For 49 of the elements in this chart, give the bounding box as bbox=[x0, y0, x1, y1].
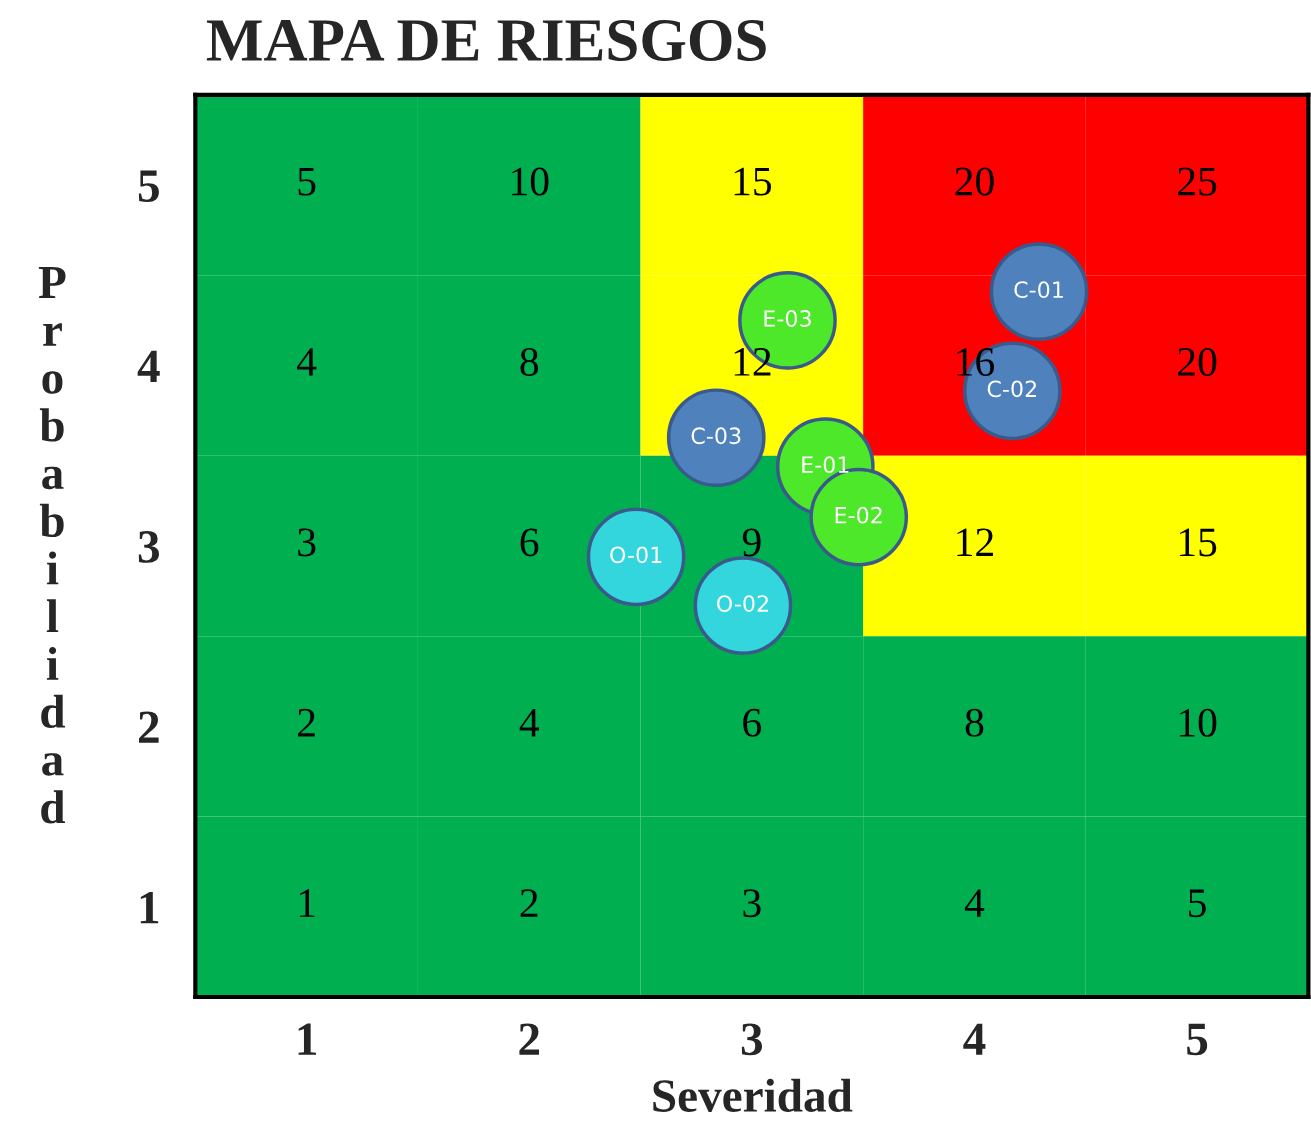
data-label: 9 bbox=[742, 528, 761, 557]
x-tick-label: 4 bbox=[963, 1023, 986, 1055]
series-label: C-03 bbox=[691, 427, 741, 445]
series-label: C-01 bbox=[1014, 281, 1063, 299]
data-label: 10 bbox=[512, 167, 549, 196]
series-label: C-02 bbox=[987, 380, 1036, 398]
y-tick-label: 2 bbox=[138, 711, 159, 743]
data-label: 15 bbox=[734, 167, 772, 196]
data-label: 5 bbox=[1189, 889, 1206, 918]
x-tick-label: 2 bbox=[519, 1023, 540, 1055]
point bbox=[586, 507, 686, 607]
text: Probabilidad bbox=[38, 266, 66, 824]
y-tick-label: 4 bbox=[137, 350, 160, 382]
data-label: 5 bbox=[298, 167, 316, 196]
series-label: E-03 bbox=[764, 310, 811, 327]
point bbox=[989, 242, 1089, 341]
data-label: 4 bbox=[964, 889, 985, 917]
data-label: 8 bbox=[520, 347, 539, 376]
data-label: 12 bbox=[957, 528, 993, 556]
x-tick-label: 1 bbox=[298, 1023, 317, 1055]
data-label: 4 bbox=[519, 708, 540, 737]
data-label: 1 bbox=[299, 889, 315, 917]
data-label: 20 bbox=[1178, 347, 1217, 376]
data-label: 15 bbox=[1179, 528, 1217, 557]
x-axis-title: Severidad bbox=[653, 1078, 853, 1112]
chart-title: MAPA DE RIESGOS bbox=[206, 19, 766, 62]
series-label: E-01 bbox=[802, 456, 849, 474]
series-label: E-02 bbox=[835, 506, 882, 524]
data-label: 8 bbox=[965, 708, 984, 737]
series-label: O-02 bbox=[717, 595, 768, 612]
data-label: 6 bbox=[520, 528, 539, 557]
data-label: 2 bbox=[298, 708, 315, 737]
data-label: 6 bbox=[743, 708, 762, 737]
data-label: 3 bbox=[743, 889, 761, 918]
y-tick-label: 1 bbox=[140, 892, 159, 924]
data-label: 2 bbox=[520, 889, 538, 917]
y-tick-label: 5 bbox=[138, 170, 159, 203]
data-label: 3 bbox=[298, 528, 316, 557]
point bbox=[693, 556, 793, 655]
data-label: 10 bbox=[1179, 708, 1217, 737]
y-tick-label: 3 bbox=[138, 531, 159, 563]
point bbox=[666, 388, 766, 488]
x-tick-label: 5 bbox=[1187, 1023, 1208, 1056]
data-label: 25 bbox=[1178, 167, 1217, 196]
data-label: 20 bbox=[955, 167, 994, 196]
x-tick-label: 3 bbox=[741, 1023, 763, 1056]
data-label: 4 bbox=[297, 348, 317, 376]
data-label: 12 bbox=[734, 347, 771, 376]
series-label: O-01 bbox=[610, 546, 662, 564]
